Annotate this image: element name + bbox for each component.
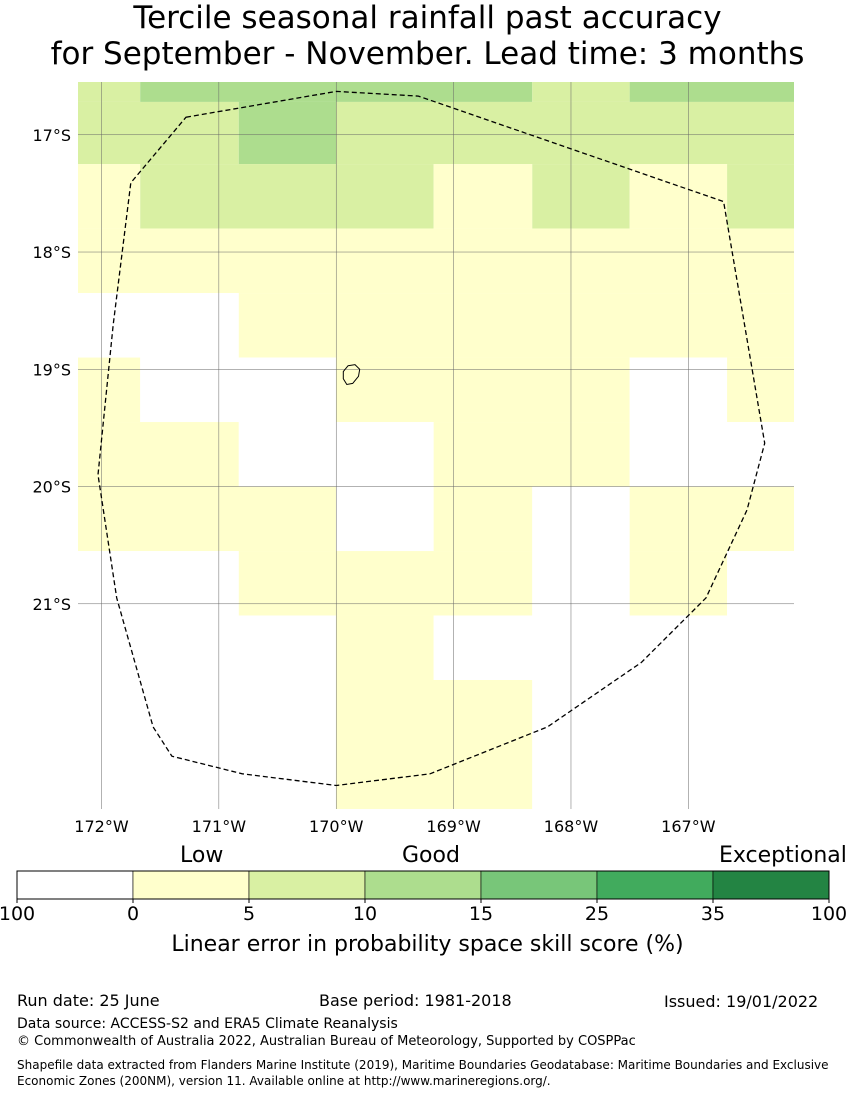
lat-tick-label: 21°S [32, 595, 71, 614]
skill-cell [78, 680, 337, 809]
colorbar-tick-label: 35 [701, 903, 725, 925]
lon-tick-label: 170°W [309, 817, 364, 836]
skill-cell [433, 422, 630, 487]
skill-cell [78, 551, 239, 616]
skill-cell [336, 357, 630, 423]
axis-ticks: 172°W 171°W 170°W 169°W 168°W 167°W 17°S 18°S 19… [32, 126, 715, 836]
skill-cell [140, 357, 337, 423]
colorbar-tick-label: 100 [0, 903, 35, 925]
skill-cell [78, 228, 794, 294]
eez-boundary [97, 90, 766, 787]
colorbar-bin [712, 870, 830, 900]
lon-tick-label: 169°W [426, 817, 481, 836]
skill-cell [78, 293, 239, 358]
issued-date: Issued: 19/01/2022 [664, 992, 819, 1011]
skill-cell [433, 615, 794, 681]
skill-cell [78, 486, 337, 552]
colorbar-bin [132, 870, 250, 900]
skill-cell [629, 551, 728, 616]
lat-tick-label: 20°S [32, 478, 71, 497]
base-period: Base period: 1981-2018 [319, 991, 512, 1010]
colorbar-category-low: Low [180, 843, 224, 868]
skill-cell [532, 551, 630, 616]
skill-cell [336, 486, 434, 552]
colorbar-tick-label: 15 [469, 903, 493, 925]
lat-tick-label: 17°S [32, 126, 71, 145]
skill-cell [727, 164, 794, 229]
skill-cell [629, 82, 794, 102]
skill-cell [727, 357, 794, 423]
colorbar-tick-label: 25 [585, 903, 609, 925]
skill-cell [78, 422, 239, 487]
run-date: Run date: 25 June [17, 991, 160, 1010]
data-source: Data source: ACCESS-S2 and ERA5 Climate … [17, 1016, 398, 1032]
skill-cell [336, 615, 434, 681]
colorbar-tick-label: 5 [243, 903, 255, 925]
colorbar-bin [364, 870, 482, 900]
colorbar-tick-label: 10 [353, 903, 377, 925]
skill-cell [433, 486, 533, 552]
skill-cell [78, 82, 141, 102]
skill-cell [336, 680, 533, 809]
skill-cell [629, 486, 794, 552]
shapefile-credit: Shapefile data extracted from Flanders M… [17, 1058, 829, 1088]
graticule [78, 82, 794, 809]
colorbar-tick-label: 100 [811, 903, 847, 925]
colorbar: 100 0 5 10 15 25 35 100 [0, 870, 847, 925]
skill-cell [532, 82, 630, 102]
colorbar-bin [596, 870, 714, 900]
colorbar-frame [16, 870, 830, 900]
skill-cell [629, 357, 728, 423]
colorbar-category-good: Good [402, 843, 460, 868]
skill-cell [629, 422, 794, 487]
skill-cell [532, 486, 630, 552]
lon-tick-label: 171°W [192, 817, 247, 836]
title-line-2: for September - November. Lead time: 3 m… [50, 36, 805, 72]
skill-cell [238, 293, 794, 358]
lon-tick-label: 168°W [544, 817, 599, 836]
colorbar-tick-label: 0 [127, 903, 139, 925]
lat-tick-label: 18°S [32, 243, 71, 262]
lon-tick-label: 172°W [74, 817, 129, 836]
skill-cell [238, 551, 533, 616]
skill-grid-cells [78, 82, 794, 809]
skill-cell [336, 101, 794, 165]
skill-cell [727, 551, 794, 616]
colorbar-bin [480, 870, 598, 900]
colorbar-label: Linear error in probability space skill … [171, 932, 684, 957]
copyright: © Commonwealth of Australia 2022, Austra… [17, 1034, 636, 1049]
colorbar-category-exceptional: Exceptional [719, 843, 847, 868]
skill-cell [140, 164, 434, 229]
lon-tick-label: 167°W [661, 817, 716, 836]
skill-cell [433, 164, 533, 229]
skill-cell [238, 101, 337, 165]
skill-cell [532, 680, 794, 809]
skill-map: 172°W 171°W 170°W 169°W 168°W 167°W 17°S 18°S 19… [32, 82, 794, 836]
skill-cell [532, 164, 630, 229]
colorbar-bin [248, 870, 366, 900]
skill-cell [78, 615, 337, 681]
skill-cell [78, 164, 141, 229]
colorbar-bin [16, 870, 134, 900]
island-outline [342, 364, 361, 386]
lat-tick-label: 19°S [32, 360, 71, 379]
title-line-1: Tercile seasonal rainfall past accuracy [133, 0, 722, 36]
